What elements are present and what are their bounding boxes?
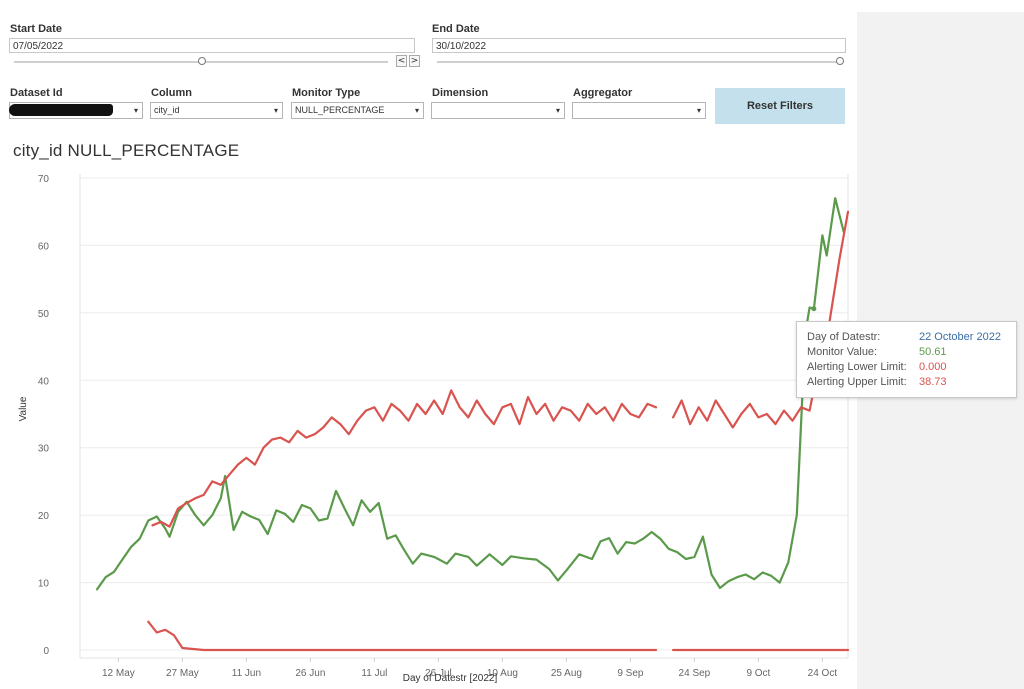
end-date-input[interactable]: 30/10/2022 [432, 38, 846, 53]
x-tick-label: 12 May [102, 668, 135, 679]
tooltip-monitor-label: Monitor Value: [807, 346, 878, 358]
y-tick-label: 10 [38, 579, 50, 590]
tooltip-lower-limit-label: Alerting Lower Limit: [807, 361, 907, 373]
chart-title: city_id NULL_PERCENTAGE [13, 141, 240, 160]
next-step-button[interactable]: > [409, 55, 420, 67]
chevron-down-icon: ▾ [273, 106, 278, 115]
x-tick-label: 25 Aug [551, 668, 582, 679]
dataset-id-label: Dataset Id [10, 87, 63, 99]
y-tick-label: 20 [38, 511, 50, 522]
monitor-type-select[interactable]: NULL_PERCENTAGE ▾ [291, 102, 424, 119]
chevron-down-icon: ▾ [414, 106, 419, 115]
x-tick-label: 11 Jun [232, 668, 261, 679]
y-tick-label: 60 [38, 241, 50, 252]
dimension-select[interactable]: ▾ [431, 102, 565, 119]
dimension-label: Dimension [432, 87, 489, 99]
start-date-label: Start Date [10, 23, 62, 35]
end-date-label: End Date [432, 23, 480, 35]
end-date-slider-handle[interactable] [836, 57, 844, 65]
start-date-input[interactable]: 07/05/2022 [9, 38, 415, 53]
monitor-type-label: Monitor Type [292, 87, 361, 99]
x-tick-label: 27 May [166, 668, 199, 679]
chevron-down-icon: ▾ [555, 106, 560, 115]
x-tick-label: 26 Jun [295, 668, 325, 679]
x-tick-label: 11 Jul [361, 668, 387, 679]
series-line-0 [95, 197, 845, 591]
tooltip-upper-limit-value: 38.73 [919, 376, 947, 388]
column-label: Column [151, 87, 192, 99]
x-tick-label: 24 Oct [808, 668, 838, 679]
chevron-down-icon: ▾ [133, 106, 138, 115]
data-tooltip: Day of Datestr: 22 October 2022 Monitor … [796, 321, 1017, 398]
y-tick-label: 0 [43, 646, 49, 657]
tooltip-lower-limit-value: 0.000 [919, 361, 947, 373]
tooltip-upper-limit-label: Alerting Upper Limit: [807, 376, 907, 388]
y-tick-label: 40 [38, 376, 50, 387]
x-tick-label: 24 Sep [679, 668, 711, 679]
redaction-mark [9, 104, 113, 116]
chevron-down-icon: ▾ [696, 106, 701, 115]
aggregator-select[interactable]: ▾ [572, 102, 706, 119]
y-tick-label: 70 [38, 174, 50, 185]
end-date-slider-track[interactable] [437, 61, 838, 63]
y-tick-label: 50 [38, 309, 50, 320]
aggregator-label: Aggregator [573, 87, 633, 99]
monitor-type-value: NULL_PERCENTAGE [295, 105, 385, 115]
series-line-2 [147, 620, 658, 652]
reset-filters-button[interactable]: Reset Filters [715, 88, 845, 124]
y-tick-label: 30 [38, 444, 50, 455]
column-select[interactable]: city_id ▾ [150, 102, 283, 119]
column-value: city_id [154, 105, 180, 115]
tooltip-monitor-value: 50.61 [919, 346, 947, 358]
line-chart[interactable]: 0 10 20 30 40 50 60 70 12 May 27 May 11 Jun 26 Jun 1… [0, 160, 856, 689]
tooltip-date-value: 22 October 2022 [919, 331, 1001, 343]
x-axis-label: Day of Datestr [2022] [403, 673, 498, 684]
series-line-1 [151, 389, 658, 528]
hover-point-marker [811, 306, 817, 312]
tooltip-date-label: Day of Datestr: [807, 331, 881, 343]
x-tick-label: 26 Jul [425, 668, 452, 679]
x-tick-label: 10 Aug [487, 668, 518, 679]
x-tick-label: 9 Sep [617, 668, 644, 679]
x-tick-label: 9 Oct [746, 668, 770, 679]
start-date-slider-handle[interactable] [198, 57, 206, 65]
prev-step-button[interactable]: < [396, 55, 407, 67]
y-axis-label: Value [18, 396, 29, 421]
